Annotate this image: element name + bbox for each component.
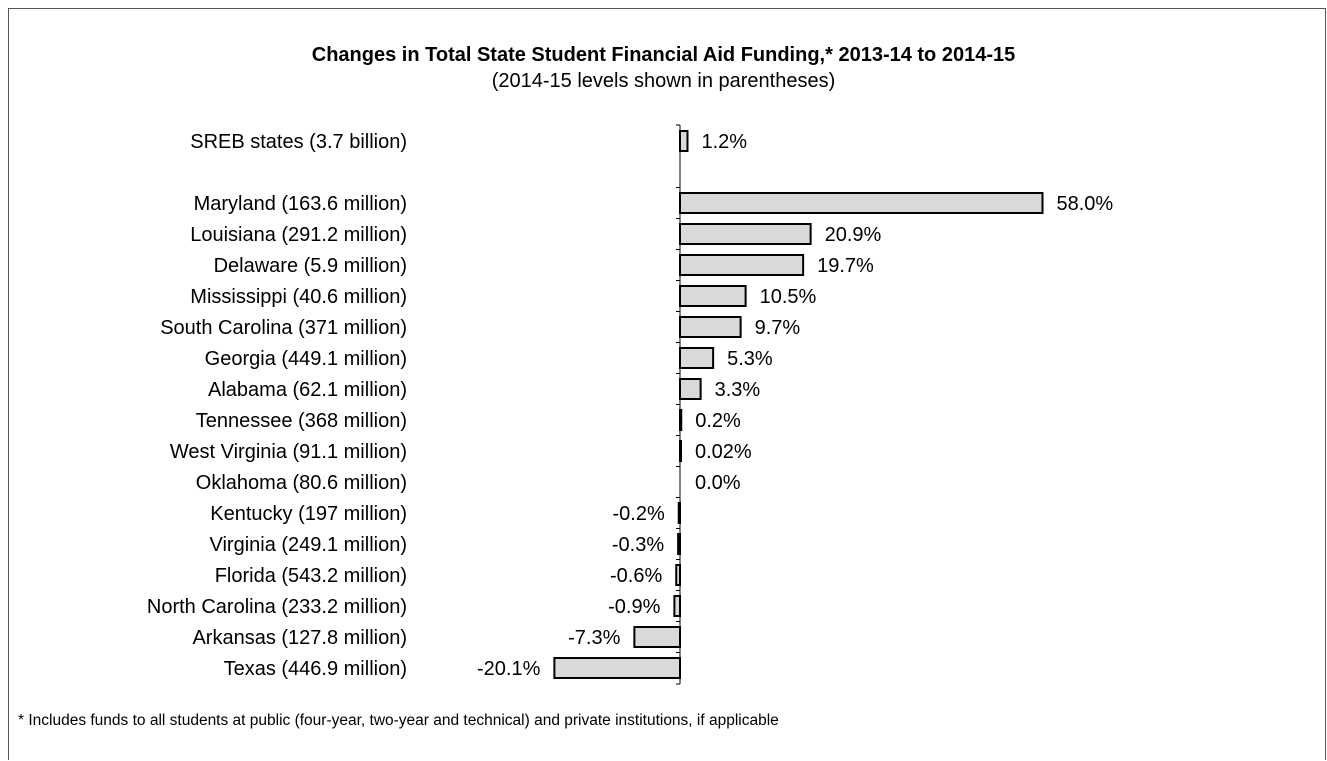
data-label: 58.0%	[1057, 193, 1114, 215]
data-label: -0.9%	[608, 596, 660, 618]
bar	[679, 254, 805, 276]
category-label: Alabama (62.1 million)	[208, 379, 407, 401]
category-label: Georgia (449.1 million)	[205, 348, 407, 370]
data-label: 19.7%	[817, 255, 874, 277]
bar	[677, 502, 681, 524]
bar	[675, 564, 681, 586]
bar	[679, 130, 689, 152]
chart-subtitle: (2014-15 levels shown in parentheses)	[491, 70, 836, 92]
data-label: 9.7%	[755, 317, 801, 339]
bar	[553, 657, 681, 679]
data-label: 10.5%	[760, 286, 817, 308]
category-label: West Virginia (91.1 million)	[170, 441, 407, 463]
category-label: North Carolina (233.2 million)	[147, 596, 407, 618]
data-label: -0.6%	[610, 565, 662, 587]
chart-title: Changes in Total State Student Financial…	[311, 44, 1016, 66]
chart-frame	[8, 8, 1326, 760]
data-label: -7.3%	[568, 627, 620, 649]
category-label: SREB states (3.7 billion)	[190, 131, 407, 153]
category-label: Virginia (249.1 million)	[210, 534, 408, 556]
data-label: 0.2%	[695, 410, 741, 432]
category-label: Louisiana (291.2 million)	[190, 224, 407, 246]
bar	[679, 409, 683, 431]
bar	[679, 316, 742, 338]
bar	[679, 192, 1044, 214]
data-label: 0.02%	[695, 441, 752, 463]
bar	[679, 285, 747, 307]
data-label: 5.3%	[727, 348, 773, 370]
data-label: 3.3%	[715, 379, 761, 401]
bar	[679, 223, 812, 245]
data-label: 0.0%	[695, 472, 741, 494]
category-label: Texas (446.9 million)	[224, 658, 407, 680]
bar	[673, 595, 681, 617]
category-label: Florida (543.2 million)	[215, 565, 407, 587]
bar	[633, 626, 681, 648]
category-label: Delaware (5.9 million)	[214, 255, 407, 277]
data-label: -0.3%	[612, 534, 664, 556]
category-label: Oklahoma (80.6 million)	[196, 472, 407, 494]
category-label: Arkansas (127.8 million)	[192, 627, 407, 649]
data-label: 1.2%	[702, 131, 748, 153]
footnote: * Includes funds to all students at publ…	[18, 712, 779, 729]
bar	[677, 533, 681, 555]
data-label: -0.2%	[613, 503, 665, 525]
category-label: Mississippi (40.6 million)	[190, 286, 407, 308]
data-label: -20.1%	[477, 658, 541, 680]
bar	[679, 347, 715, 369]
category-label: Kentucky (197 million)	[210, 503, 407, 525]
bar	[679, 378, 702, 400]
data-label: 20.9%	[825, 224, 882, 246]
bar	[679, 440, 682, 462]
category-label: Tennessee (368 million)	[196, 410, 407, 432]
category-label: South Carolina (371 million)	[160, 317, 407, 339]
category-label: Maryland (163.6 million)	[194, 193, 407, 215]
